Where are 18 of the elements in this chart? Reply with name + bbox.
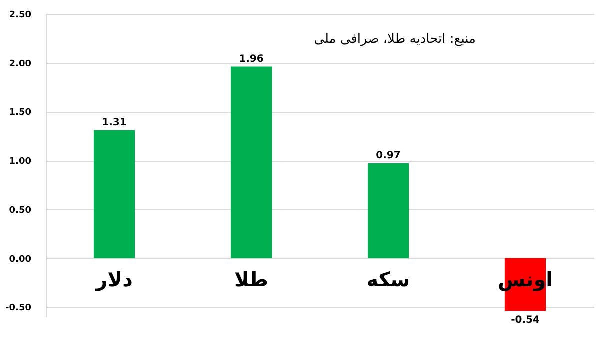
y-tick-label: -0.50 — [6, 304, 32, 314]
x-tick-label: طلا — [234, 267, 269, 292]
data-label: 1.31 — [102, 117, 127, 128]
x-tick-label: سکه — [366, 267, 410, 292]
y-tick-label: 1.50 — [9, 108, 32, 118]
y-tick-label: 0.50 — [9, 206, 32, 216]
y-tick-label: 2.50 — [9, 10, 32, 20]
y-tick-label: 0.00 — [9, 254, 32, 265]
y-tick-label: 1.00 — [9, 157, 32, 168]
bar — [94, 130, 136, 258]
y-tick-label: 2.00 — [9, 59, 32, 70]
x-tick-label: دلار — [95, 267, 133, 292]
annotation: منبع: اتحادیه طلا، صرافی ملی — [314, 32, 476, 47]
data-label: 0.97 — [376, 150, 401, 162]
data-label: -0.54 — [511, 315, 540, 326]
bar — [230, 66, 272, 258]
bar — [368, 164, 410, 258]
data-label: 1.96 — [239, 54, 264, 65]
